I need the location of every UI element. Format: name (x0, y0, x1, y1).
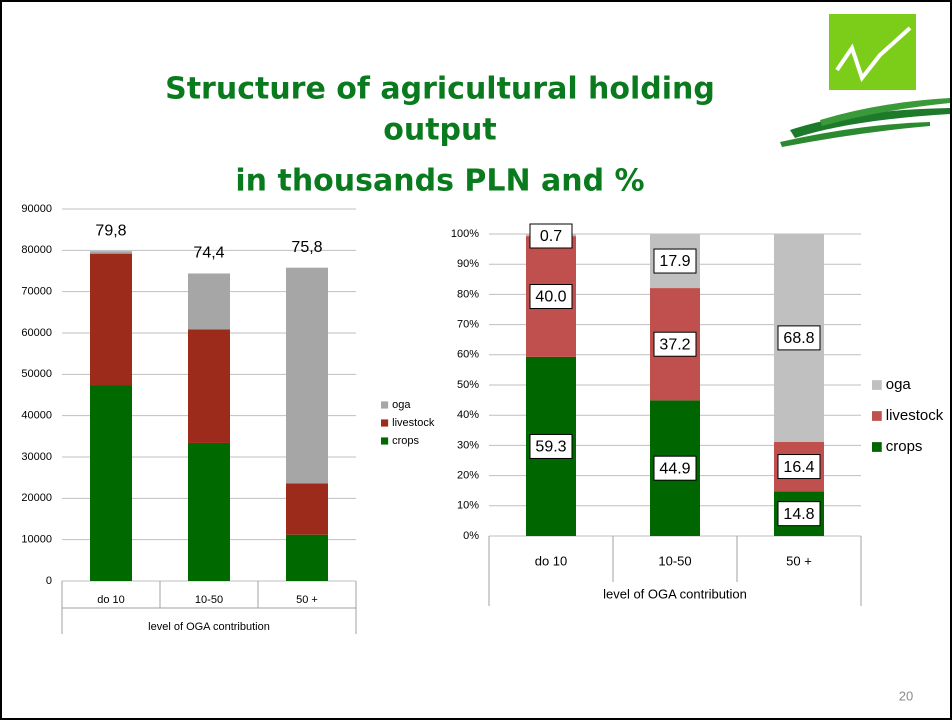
y-tick-label: 30% (457, 439, 479, 451)
bar-segment (90, 385, 132, 581)
y-tick-label: 0 (46, 575, 52, 587)
y-tick-label: 60% (457, 349, 479, 361)
data-label: 59.3 (535, 439, 566, 456)
legend-swatch (381, 437, 389, 445)
bar-segment (286, 534, 328, 581)
data-label: 16.4 (783, 459, 814, 476)
x-tick-label: do 10 (535, 553, 568, 568)
data-label: 68.8 (783, 330, 814, 347)
data-label: 44.9 (659, 460, 690, 477)
y-tick-label: 30000 (21, 451, 52, 463)
bar-segment (90, 253, 132, 386)
y-tick-label: 50000 (21, 368, 52, 380)
x-axis-title: level of OGA contribution (603, 586, 747, 601)
logo (780, 14, 950, 147)
y-tick-label: 80000 (21, 244, 52, 256)
bar-segment (286, 267, 328, 484)
data-label: 14.8 (783, 506, 814, 523)
legend-swatch (381, 401, 389, 409)
bar-segment (188, 442, 230, 581)
legend-label: livestock (886, 407, 944, 424)
legend-label: crops (392, 435, 419, 447)
total-label: 75,8 (291, 239, 322, 256)
legend-swatch (872, 380, 882, 390)
data-label-box (653, 248, 697, 274)
data-label-box (529, 284, 573, 310)
data-label-box (653, 331, 697, 357)
legend-swatch (872, 411, 882, 421)
data-label-box (653, 455, 697, 481)
bar-segment (188, 273, 230, 330)
legend-swatch (872, 442, 882, 452)
y-tick-label: 90% (457, 258, 479, 270)
x-tick-label: do 10 (97, 594, 125, 606)
title-line: output (383, 113, 496, 148)
page-number: 20 (899, 688, 913, 703)
x-tick-label: 50 + (296, 594, 318, 606)
bar-segment (90, 251, 132, 254)
y-tick-label: 20% (457, 470, 479, 482)
x-tick-label: 50 + (786, 553, 812, 568)
y-tick-label: 70% (457, 319, 479, 331)
bar-segment (286, 483, 328, 535)
y-tick-label: 70000 (21, 286, 52, 298)
data-label-box (529, 223, 573, 249)
data-label: 37.2 (659, 336, 690, 353)
data-label-box (529, 433, 573, 459)
y-tick-label: 60000 (21, 327, 52, 339)
x-tick-label: 10-50 (658, 553, 691, 568)
y-tick-label: 40% (457, 409, 479, 421)
data-label-box (777, 325, 821, 351)
x-axis-title: level of OGA contribution (148, 621, 270, 633)
bar-segment (188, 329, 230, 443)
y-tick-label: 100% (451, 228, 479, 240)
legend-label: oga (392, 399, 411, 411)
data-label: 40.0 (535, 289, 566, 306)
legend-swatch (381, 419, 389, 427)
data-label: 17.9 (659, 253, 690, 270)
legend-label: crops (886, 438, 923, 455)
y-tick-label: 10000 (21, 534, 52, 546)
legend-label: livestock (392, 417, 435, 429)
y-tick-label: 80% (457, 288, 479, 300)
title-line: Structure of agricultural holding (165, 72, 715, 107)
data-label-box (777, 454, 821, 480)
total-label: 79,8 (95, 222, 126, 239)
data-label-box (777, 501, 821, 527)
y-tick-label: 10% (457, 500, 479, 512)
data-label: 0.7 (540, 228, 562, 245)
legend-label: oga (886, 376, 912, 393)
y-tick-label: 90000 (21, 203, 52, 215)
x-tick-label: 10-50 (195, 594, 223, 606)
y-tick-label: 50% (457, 379, 479, 391)
y-tick-label: 40000 (21, 410, 52, 422)
y-tick-label: 20000 (21, 492, 52, 504)
y-tick-label: 0% (463, 530, 479, 542)
total-label: 74,4 (193, 245, 224, 262)
title-line: in thousands PLN and % (235, 164, 644, 199)
